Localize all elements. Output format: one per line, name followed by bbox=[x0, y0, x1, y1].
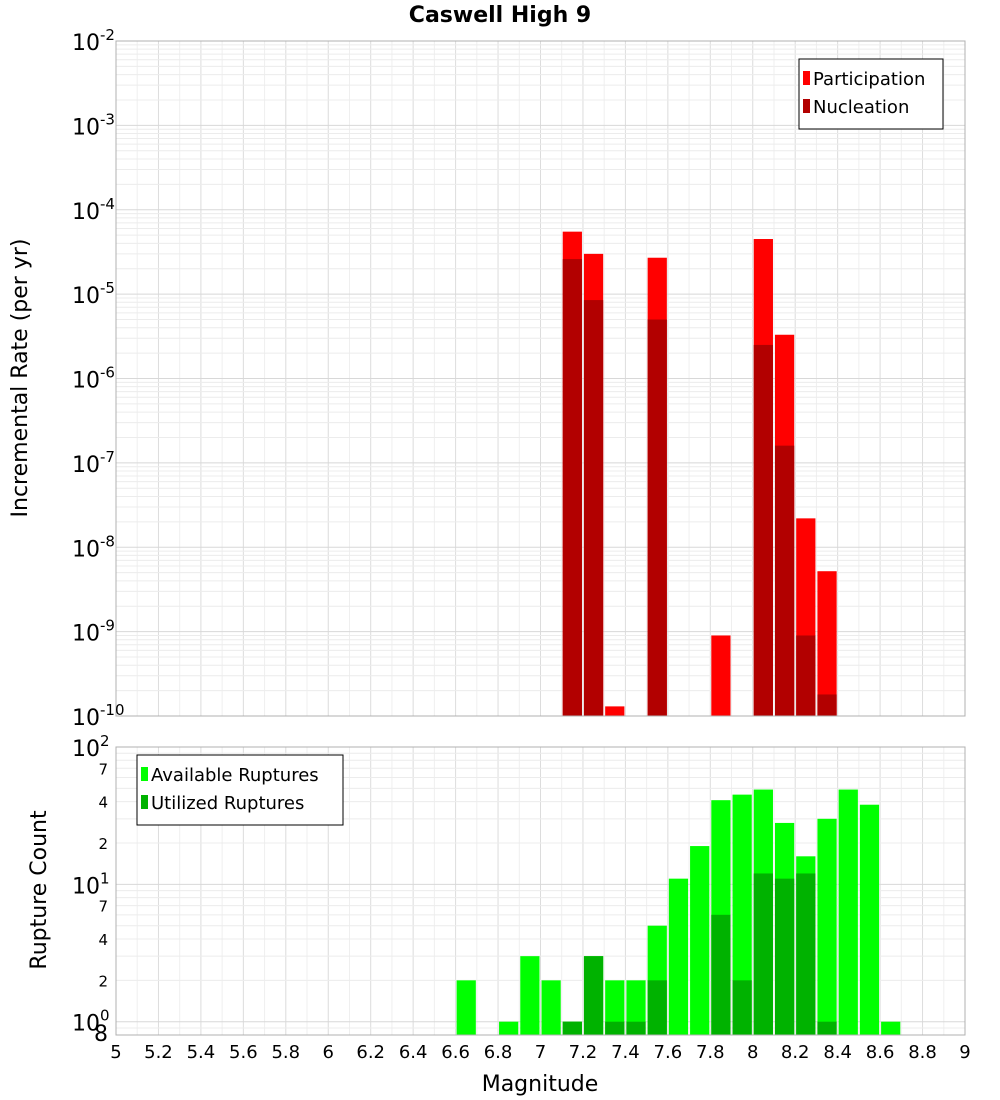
bottom-bar-utilized-ruptures bbox=[626, 1021, 646, 1035]
bottom-bar-available-ruptures bbox=[605, 980, 625, 1035]
bottom-bar-available-ruptures bbox=[817, 818, 837, 1035]
bottom-y-axis-label: Rupture Count bbox=[27, 810, 52, 970]
bottom-bar-utilized-ruptures bbox=[774, 878, 795, 1035]
top-y-tick-label: 10-3 bbox=[72, 110, 115, 140]
bottom-bar-available-ruptures bbox=[499, 1021, 519, 1035]
x-tick-label: 6.4 bbox=[399, 1042, 428, 1063]
bottom-bar-utilized-ruptures bbox=[605, 1021, 625, 1035]
top-y-tick-label: 10-10 bbox=[72, 701, 125, 731]
x-tick-label: 6.2 bbox=[356, 1042, 385, 1063]
x-tick-label: 6.8 bbox=[484, 1042, 513, 1063]
bottom-y-minor-tick-label: 7 bbox=[98, 898, 108, 916]
bottom-bar-utilized-ruptures bbox=[647, 980, 667, 1035]
bottom-plot-border bbox=[115, 746, 966, 1036]
bottom-bar-available-ruptures bbox=[541, 980, 561, 1035]
bottom-bar-available-ruptures bbox=[520, 956, 540, 1035]
x-tick-label: 8.2 bbox=[781, 1042, 810, 1063]
bottom-bar-available-ruptures bbox=[859, 804, 880, 1035]
x-tick-label: 8.8 bbox=[908, 1042, 937, 1063]
x-tick-label: 7.6 bbox=[654, 1042, 683, 1063]
chart-title: Caswell High 9 bbox=[409, 3, 591, 28]
bottom-bar-available-ruptures bbox=[838, 789, 858, 1035]
bottom-legend: Available Ruptures Utilized Ruptures bbox=[136, 754, 344, 826]
bottom-y-minor-tick-label: 8 bbox=[94, 1022, 108, 1047]
top-bar-participation bbox=[817, 571, 837, 716]
x-tick-label: 8.4 bbox=[823, 1042, 852, 1063]
bottom-legend-swatch bbox=[141, 767, 148, 781]
bottom-bar-available-ruptures bbox=[690, 846, 710, 1035]
x-tick-label: 5.6 bbox=[229, 1042, 258, 1063]
top-plot-border bbox=[115, 40, 966, 717]
bottom-bar-utilized-ruptures bbox=[796, 873, 816, 1035]
top-legend: Participation Nucleation bbox=[798, 58, 944, 130]
bottom-y-minor-tick-label: 4 bbox=[98, 794, 108, 812]
top-bar-nucleation bbox=[817, 694, 837, 716]
top-y-axis-label: Incremental Rate (per yr) bbox=[8, 239, 33, 518]
x-tick-label: 7 bbox=[535, 1042, 546, 1063]
top-y-tick-label: 10-4 bbox=[72, 195, 115, 225]
bottom-bar-available-ruptures bbox=[732, 794, 752, 1035]
bottom-y-minor-tick-label: 7 bbox=[98, 760, 108, 778]
top-legend-box bbox=[798, 58, 944, 130]
x-tick-label: 8.6 bbox=[866, 1042, 895, 1063]
top-bar-nucleation bbox=[753, 344, 773, 716]
bottom-y-minor-tick-label: 4 bbox=[98, 931, 108, 949]
top-legend-swatch bbox=[803, 99, 810, 113]
bottom-legend-label: Available Ruptures bbox=[151, 765, 319, 786]
top-y-tick-label: 10-8 bbox=[72, 532, 115, 562]
x-tick-label: 7.4 bbox=[611, 1042, 640, 1063]
x-tick-label: 5.4 bbox=[187, 1042, 216, 1063]
top-legend-label: Participation bbox=[813, 69, 925, 90]
x-tick-label: 6 bbox=[323, 1042, 334, 1063]
bottom-bar-utilized-ruptures bbox=[817, 1021, 837, 1035]
top-y-tick-label: 10-5 bbox=[72, 279, 115, 309]
bottom-legend-label: Utilized Ruptures bbox=[151, 793, 304, 814]
bottom-bar-utilized-ruptures bbox=[711, 914, 731, 1035]
bottom-y-tick-label: 102 bbox=[72, 732, 110, 762]
x-tick-label: 7.2 bbox=[569, 1042, 598, 1063]
top-legend-label: Nucleation bbox=[813, 97, 909, 118]
bottom-y-tick-label: 101 bbox=[72, 869, 110, 899]
top-y-tick-label: 10-7 bbox=[72, 448, 115, 478]
bottom-y-minor-tick-label: 2 bbox=[98, 835, 108, 853]
top-y-tick-label: 10-9 bbox=[72, 617, 115, 647]
top-legend-swatch bbox=[803, 71, 810, 85]
bottom-bar-available-ruptures bbox=[456, 980, 476, 1035]
bottom-bar-available-ruptures bbox=[881, 1021, 901, 1035]
x-tick-label: 9 bbox=[959, 1042, 970, 1063]
top-bar-nucleation bbox=[562, 259, 582, 716]
top-bar-nucleation bbox=[583, 300, 604, 716]
top-bar-nucleation bbox=[647, 319, 667, 716]
x-tick-label: 5.8 bbox=[271, 1042, 300, 1063]
x-axis-label: Magnitude bbox=[482, 1072, 599, 1097]
x-tick-label: 7.8 bbox=[696, 1042, 725, 1063]
bottom-bar-utilized-ruptures bbox=[583, 956, 604, 1035]
top-bar-participation bbox=[711, 635, 731, 716]
bottom-bar-utilized-ruptures bbox=[562, 1021, 582, 1035]
x-tick-label: 6.6 bbox=[441, 1042, 470, 1063]
top-bar-nucleation bbox=[774, 445, 795, 716]
top-bar-participation bbox=[605, 706, 625, 716]
bottom-y-minor-tick-label: 2 bbox=[98, 972, 108, 990]
x-tick-label: 5.2 bbox=[144, 1042, 173, 1063]
top-y-tick-label: 10-6 bbox=[72, 364, 115, 394]
x-tick-label: 8 bbox=[747, 1042, 758, 1063]
x-tick-label: 5 bbox=[110, 1042, 121, 1063]
top-panel bbox=[115, 40, 966, 717]
bottom-bar-available-ruptures bbox=[626, 980, 646, 1035]
bottom-legend-box bbox=[136, 754, 344, 826]
bottom-legend-swatch bbox=[141, 795, 148, 809]
bottom-bar-utilized-ruptures bbox=[753, 873, 773, 1035]
bottom-y-tick-label: 100 bbox=[72, 1007, 110, 1037]
top-y-tick-label: 10-2 bbox=[72, 26, 115, 56]
top-bar-nucleation bbox=[796, 635, 816, 716]
bottom-bar-available-ruptures bbox=[668, 878, 689, 1035]
bottom-bar-utilized-ruptures bbox=[732, 980, 752, 1035]
